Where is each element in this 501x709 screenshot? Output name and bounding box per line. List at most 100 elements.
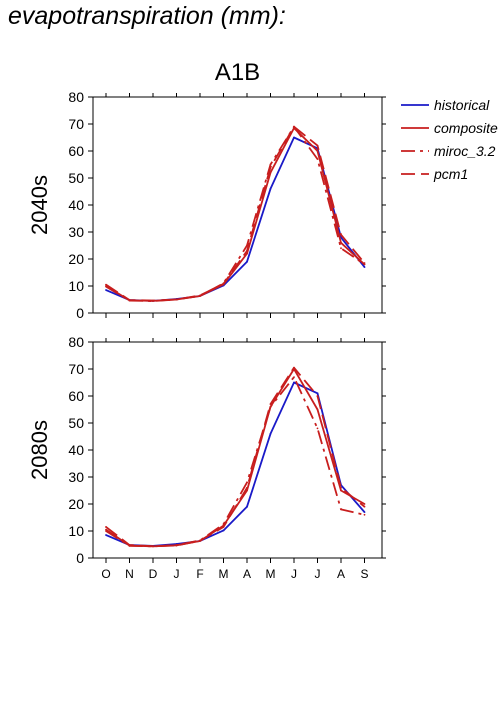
- data-point: [269, 432, 272, 435]
- data-point: [316, 158, 319, 161]
- series-line-miroc-3-2: [105, 376, 365, 548]
- series-line-miroc-3-2: [105, 125, 366, 303]
- data-point: [222, 282, 225, 285]
- data-point: [105, 289, 107, 291]
- data-point: [269, 163, 272, 166]
- data-point: [269, 405, 272, 408]
- x-tick-label: A: [337, 567, 345, 581]
- data-point: [105, 283, 107, 286]
- data-point: [363, 266, 366, 268]
- data-point: [363, 262, 366, 264]
- chart-title: A1B: [215, 59, 260, 86]
- data-point: [105, 526, 107, 528]
- data-point: [246, 486, 248, 489]
- data-point: [363, 513, 366, 516]
- data-point: [340, 247, 342, 250]
- data-point: [293, 125, 295, 128]
- panel-label: 2080s: [27, 420, 52, 480]
- y-tick-label: 0: [76, 550, 84, 566]
- data-point: [105, 285, 107, 288]
- y-tick-label: 60: [68, 388, 84, 404]
- data-point: [316, 150, 319, 152]
- chart-legend: historical composite miroc_3.2 pcm1: [401, 97, 498, 182]
- y-tick-label: 20: [68, 496, 84, 512]
- data-point: [340, 508, 342, 511]
- y-tick-label: 20: [68, 251, 84, 267]
- data-point: [269, 403, 272, 405]
- data-point: [293, 381, 295, 384]
- x-tick-label: J: [174, 567, 180, 581]
- data-point: [316, 395, 319, 397]
- y-tick-label: 40: [68, 442, 84, 458]
- data-point: [293, 376, 295, 378]
- series-line-pcm1: [105, 125, 366, 302]
- data-point: [199, 539, 201, 542]
- data-point: [222, 526, 225, 528]
- data-point: [269, 187, 272, 190]
- y-tick-label: 80: [68, 89, 84, 105]
- y-tick-label: 10: [68, 523, 84, 539]
- data-point: [246, 250, 248, 252]
- y-tick-label: 0: [76, 305, 84, 321]
- data-point: [105, 528, 107, 531]
- x-tick-label: N: [125, 567, 134, 581]
- legend-label: composite: [434, 120, 498, 136]
- data-point: [128, 299, 131, 301]
- data-point: [316, 427, 319, 430]
- y-tick-label: 50: [68, 170, 84, 186]
- data-point: [222, 529, 225, 532]
- legend-label: pcm1: [433, 166, 468, 182]
- y-tick-label: 70: [68, 116, 84, 132]
- data-point: [293, 366, 295, 369]
- y-tick-label: 40: [68, 197, 84, 213]
- data-point: [340, 489, 342, 492]
- y-tick-label: 30: [68, 224, 84, 240]
- data-point: [246, 244, 248, 247]
- series-line-composite: [105, 127, 366, 302]
- data-point: [105, 530, 107, 532]
- data-point: [246, 252, 248, 255]
- data-point: [363, 263, 366, 266]
- page-title: evapotranspiration (mm):: [8, 2, 286, 30]
- data-point: [175, 298, 178, 301]
- data-point: [316, 144, 319, 147]
- x-tick-label: M: [266, 567, 276, 581]
- y-tick-label: 80: [68, 334, 84, 350]
- data-point: [269, 171, 272, 174]
- panel-label: 2040s: [27, 175, 52, 235]
- data-point: [269, 166, 272, 169]
- data-point: [246, 260, 248, 263]
- data-point: [152, 299, 154, 302]
- series-line-historical: [105, 136, 366, 302]
- legend-label: historical: [434, 97, 490, 113]
- plot-frame: [92, 96, 383, 314]
- x-tick-label: D: [149, 567, 158, 581]
- x-tick-label: A: [243, 567, 251, 581]
- plot-frame: [92, 341, 383, 559]
- series-line-historical: [105, 381, 366, 547]
- x-tick-label: O: [101, 567, 110, 581]
- y-tick-label: 30: [68, 469, 84, 485]
- y-tick-label: 50: [68, 415, 84, 431]
- y-tick-label: 10: [68, 278, 84, 294]
- data-point: [246, 505, 248, 508]
- x-tick-label: M: [219, 567, 229, 581]
- x-tick-label: S: [360, 567, 368, 581]
- data-point: [363, 505, 366, 508]
- data-point: [340, 486, 342, 489]
- data-point: [316, 392, 319, 395]
- data-point: [199, 294, 201, 297]
- data-point: [105, 534, 107, 536]
- x-tick-label: F: [196, 567, 203, 581]
- data-point: [128, 544, 131, 546]
- data-point: [246, 481, 248, 484]
- data-point: [363, 503, 366, 505]
- y-tick-label: 60: [68, 143, 84, 159]
- data-point: [340, 233, 342, 236]
- data-point: [152, 545, 154, 548]
- data-point: [175, 544, 178, 547]
- legend-label: miroc_3.2: [434, 143, 496, 159]
- data-point: [293, 136, 295, 139]
